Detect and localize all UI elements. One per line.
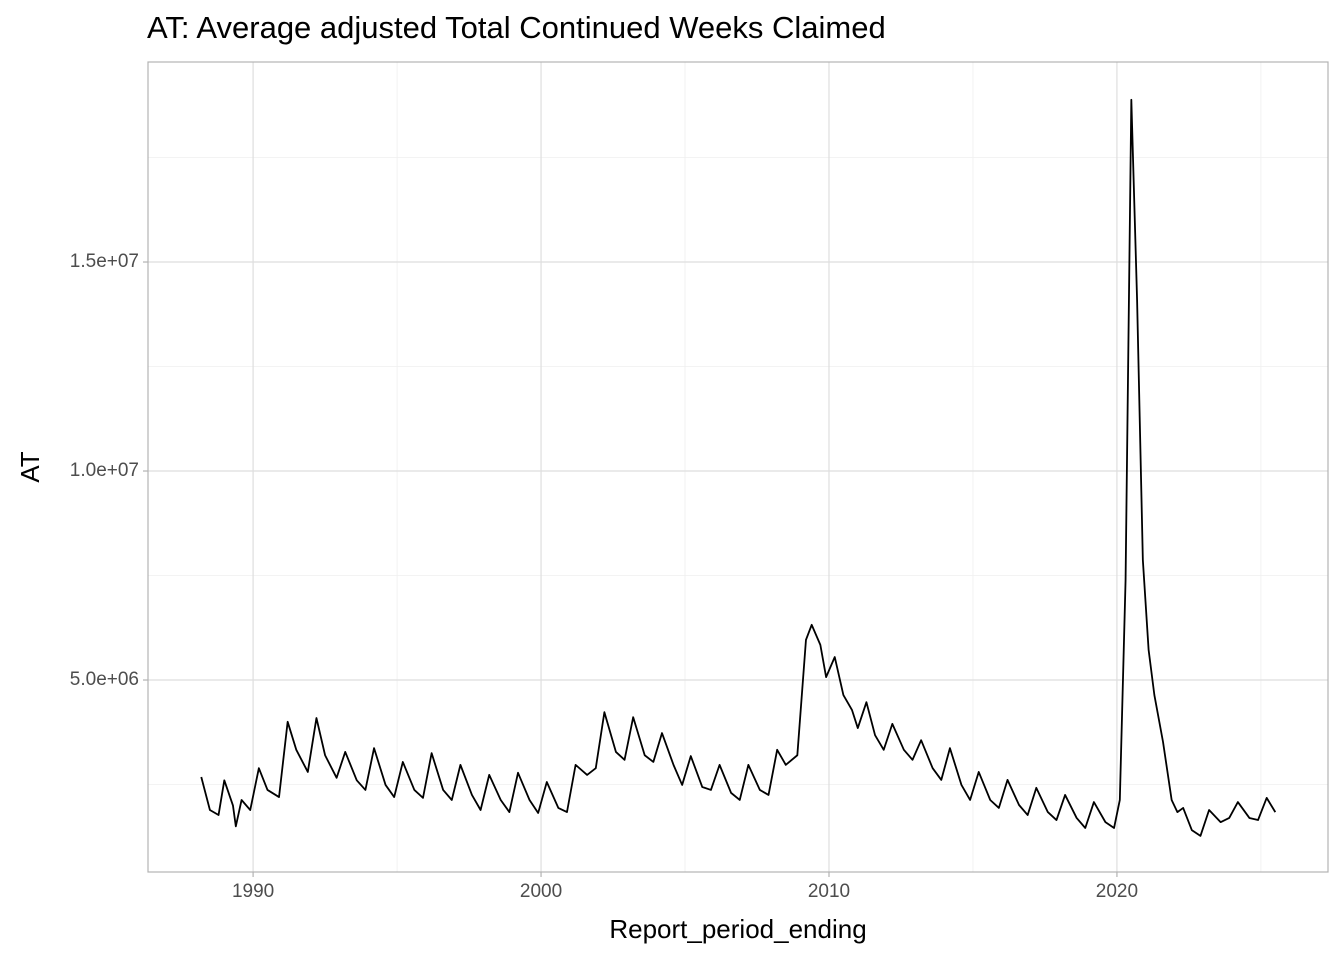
y-tick-label: 1.5e+07	[70, 251, 139, 272]
x-tick-label: 2010	[808, 881, 850, 902]
y-tick-label: 1.0e+07	[70, 460, 139, 481]
x-tick-label: 2020	[1096, 881, 1138, 902]
x-tick-label: 2000	[520, 881, 562, 902]
chart-title: AT: Average adjusted Total Continued Wee…	[147, 10, 886, 45]
y-tick-label: 5.0e+06	[70, 669, 139, 690]
x-axis-title: Report_period_ending	[609, 914, 866, 944]
y-axis-title: AT	[15, 451, 45, 482]
panel-border	[147, 61, 1329, 873]
data-line	[200, 98, 1277, 837]
x-tick-label: 1990	[232, 881, 274, 902]
